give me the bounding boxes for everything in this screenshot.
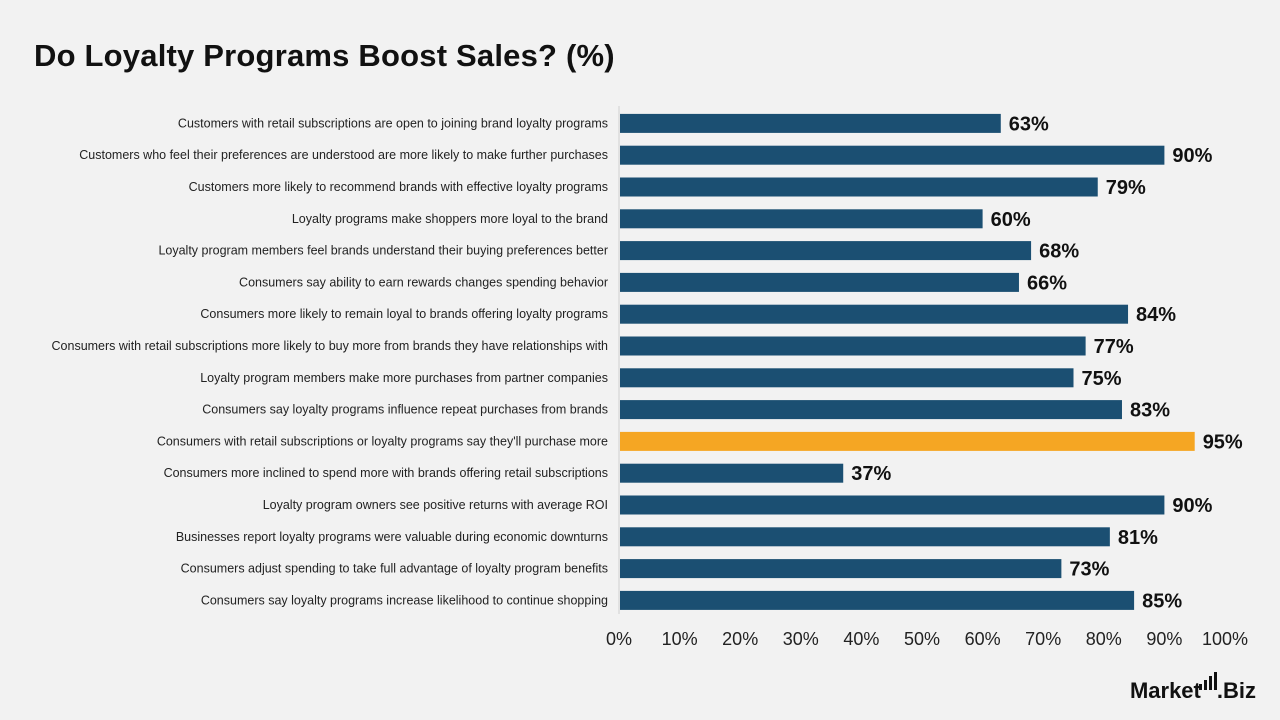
- category-label-4: Loyalty programs make shoppers more loya…: [292, 212, 608, 226]
- bar-9: [620, 368, 1074, 388]
- bar-7: [620, 304, 1129, 324]
- brand-logo: Market .Biz: [1129, 672, 1256, 704]
- value-label-10: 83%: [1130, 400, 1170, 422]
- x-tick-label-90: 90%: [1146, 629, 1182, 649]
- x-axis-ticks: 0% 10% 20% 30% 40% 50% 60% 70% 80% 90% 100%: [606, 629, 1248, 649]
- x-tick-label-40: 40%: [843, 629, 879, 649]
- category-label-5: Loyalty program members feel brands unde…: [158, 244, 608, 258]
- bar-4: [620, 209, 983, 229]
- bar-12: [620, 463, 844, 483]
- x-tick-label-60: 60%: [965, 629, 1001, 649]
- category-label-10: Consumers say loyalty programs influence…: [202, 403, 608, 417]
- bar-11: [620, 431, 1195, 451]
- category-label-7: Consumers more likely to remain loyal to…: [200, 307, 608, 321]
- value-label-9: 75%: [1082, 368, 1122, 390]
- x-tick-label-0: 0%: [606, 629, 632, 649]
- value-label-14: 81%: [1118, 527, 1158, 549]
- x-tick-label-30: 30%: [783, 629, 819, 649]
- logo-text-main: Market: [1129, 678, 1201, 703]
- value-label-1: 63%: [1009, 113, 1049, 135]
- category-label-2: Customers who feel their preferences are…: [79, 148, 608, 162]
- category-label-6: Consumers say ability to earn rewards ch…: [239, 275, 608, 289]
- x-tick-label-80: 80%: [1086, 629, 1122, 649]
- x-tick-label-100: 100%: [1202, 629, 1248, 649]
- category-label-13: Loyalty program owners see positive retu…: [263, 498, 608, 512]
- bar-14: [620, 527, 1110, 547]
- value-label-3: 79%: [1106, 177, 1146, 199]
- bar-1: [620, 113, 1001, 133]
- bar-8: [620, 336, 1086, 356]
- value-label-13: 90%: [1172, 495, 1212, 517]
- value-label-5: 68%: [1039, 241, 1079, 263]
- category-label-8: Consumers with retail subscriptions more…: [52, 339, 609, 353]
- value-labels: 63% 90% 79% 60% 68% 66% 84%77% 75% 83% 95% 37% 90% 8…: [851, 113, 1243, 612]
- logo-bars-icon: [1198, 672, 1217, 690]
- category-label-3: Customers more likely to recommend brand…: [189, 180, 608, 194]
- value-label-12: 37%: [851, 463, 891, 485]
- bar-5: [620, 241, 1032, 261]
- value-label-7: 84%: [1136, 304, 1176, 326]
- bar-6: [620, 272, 1019, 292]
- bar-13: [620, 495, 1165, 515]
- value-label-2: 90%: [1172, 145, 1212, 167]
- value-label-11: 95%: [1203, 431, 1243, 453]
- x-tick-label-20: 20%: [722, 629, 758, 649]
- category-labels: Customers with retail subscriptions are …: [52, 116, 609, 607]
- bars-group: [620, 113, 1195, 610]
- category-label-11: Consumers with retail subscriptions or l…: [157, 434, 608, 448]
- category-label-16: Consumers say loyalty programs increase …: [201, 593, 608, 607]
- category-label-1: Customers with retail subscriptions are …: [178, 116, 608, 130]
- x-tick-label-70: 70%: [1025, 629, 1061, 649]
- value-label-16: 85%: [1142, 590, 1182, 612]
- bar-15: [620, 559, 1062, 579]
- value-label-6: 66%: [1027, 272, 1067, 294]
- x-tick-label-50: 50%: [904, 629, 940, 649]
- category-label-14: Businesses report loyalty programs were …: [176, 530, 608, 544]
- value-label-15: 73%: [1069, 559, 1109, 581]
- category-label-15: Consumers adjust spending to take full a…: [181, 562, 608, 576]
- bar-16: [620, 590, 1135, 610]
- category-label-9: Loyalty program members make more purcha…: [200, 371, 608, 385]
- value-label-4: 60%: [991, 209, 1031, 231]
- chart-title: Do Loyalty Programs Boost Sales? (%): [34, 38, 615, 73]
- logo-text-suffix: .Biz: [1216, 678, 1256, 703]
- value-label-8: 77%: [1094, 336, 1134, 358]
- category-label-12: Consumers more inclined to spend more wi…: [164, 466, 608, 480]
- bar-2: [620, 145, 1165, 165]
- bar-3: [620, 177, 1098, 197]
- x-tick-label-10: 10%: [662, 629, 698, 649]
- bar-10: [620, 400, 1122, 420]
